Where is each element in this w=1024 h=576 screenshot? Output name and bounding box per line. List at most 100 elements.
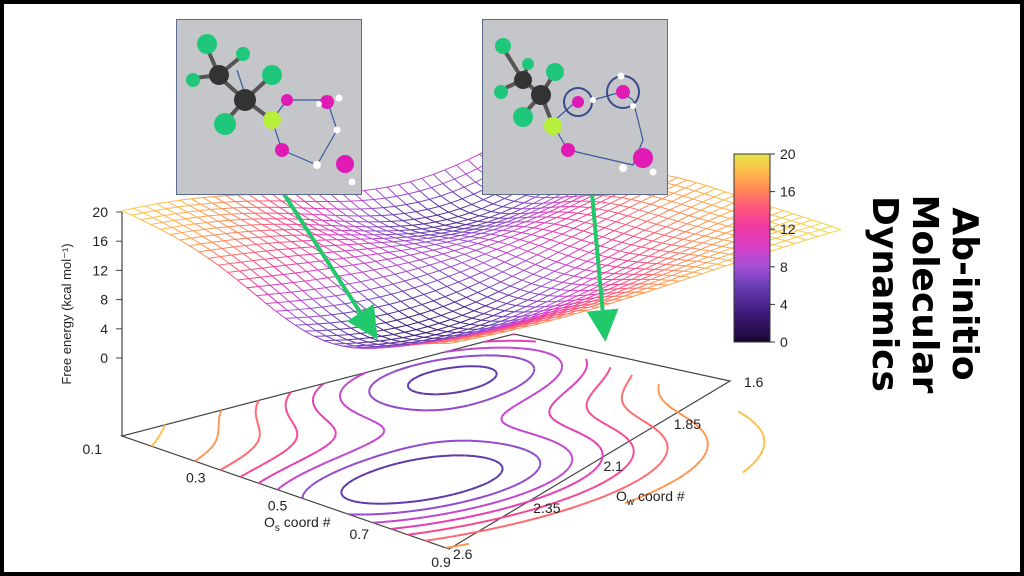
mesh-line — [577, 294, 588, 297]
contour-segment — [369, 439, 376, 444]
mesh-line — [331, 257, 344, 261]
contour-segment — [288, 391, 292, 396]
contour-segment — [573, 429, 580, 434]
slide-title-line-1: Ab-initio Molecular — [904, 194, 985, 394]
contour-segment — [589, 392, 593, 397]
contour-segment — [478, 365, 484, 368]
contour-segment — [382, 520, 391, 524]
contour-segment — [339, 388, 343, 393]
contour-segment — [347, 464, 351, 468]
mesh-line — [506, 247, 519, 254]
mesh-line — [571, 301, 584, 307]
mesh-line — [788, 227, 799, 231]
contour-segment — [431, 529, 441, 533]
contour-segment — [528, 474, 534, 479]
contour-segment — [407, 380, 412, 386]
mesh-line — [633, 229, 646, 237]
mesh-line — [392, 241, 403, 246]
mesh-line — [475, 296, 488, 303]
contour-segment — [492, 526, 501, 530]
mesh-line — [508, 239, 521, 246]
mesh-line — [687, 255, 699, 261]
mesh-line — [383, 205, 395, 209]
x-axis-ticks: 0.10.30.50.70.9 — [83, 441, 451, 570]
contour-segment — [665, 402, 670, 407]
mesh-line — [696, 260, 707, 264]
mesh-line — [602, 295, 615, 301]
contour-segment — [558, 370, 562, 375]
contour-segment — [610, 475, 615, 480]
mesh-line — [525, 260, 536, 265]
oxygen-atom — [320, 95, 334, 109]
contour-segment — [322, 416, 327, 421]
mesh-line — [579, 200, 592, 208]
mesh-line — [642, 268, 655, 275]
contour-segment — [475, 455, 481, 458]
colorbar-tick-label: 4 — [780, 296, 788, 312]
mesh-line — [602, 273, 615, 280]
mesh-line — [629, 206, 640, 211]
contour-segment — [550, 353, 555, 357]
mesh-line — [650, 248, 661, 251]
contour-segment — [522, 500, 530, 505]
base-plane — [119, 333, 732, 550]
mesh-line — [554, 218, 567, 225]
contour-segment — [239, 473, 246, 478]
mesh-line — [631, 198, 642, 203]
contour-segment — [591, 439, 596, 443]
mesh-line — [575, 294, 588, 301]
mesh-line — [458, 323, 471, 329]
mesh-line — [265, 212, 277, 220]
contour-segment — [378, 434, 383, 439]
contour-segment — [491, 517, 499, 522]
mesh-line — [671, 200, 682, 205]
mesh-line — [810, 226, 821, 231]
mesh-line — [627, 215, 638, 220]
contour-segment — [394, 448, 402, 452]
mesh-line — [675, 184, 686, 189]
mesh-line — [689, 253, 699, 257]
mesh-line — [335, 244, 347, 246]
mesh-line — [435, 285, 448, 292]
mesh-line — [561, 227, 574, 235]
contour-segment — [354, 374, 361, 379]
mesh-line — [529, 322, 542, 327]
hydrogen-atom — [617, 72, 625, 80]
mesh-line — [790, 216, 803, 222]
mesh-line — [552, 196, 565, 204]
mesh-line — [331, 259, 342, 268]
mesh-line — [431, 256, 442, 263]
mesh-line — [579, 242, 592, 250]
contour-segment — [575, 478, 582, 484]
contour-segment — [628, 440, 632, 443]
contour-segment — [325, 460, 330, 464]
mesh-line — [369, 286, 382, 290]
mesh-line — [569, 245, 580, 250]
contour-segment — [601, 455, 604, 460]
mesh-line — [717, 257, 728, 261]
mesh-line — [437, 329, 448, 333]
mesh-line — [487, 245, 498, 250]
mesh-line — [196, 216, 207, 223]
mesh-line — [490, 316, 503, 322]
contour-segment — [462, 507, 471, 512]
mesh-line — [525, 300, 538, 308]
mesh-line — [248, 194, 259, 202]
contour-segment — [256, 439, 260, 444]
mesh-line — [506, 328, 519, 332]
contour-segment — [446, 439, 457, 443]
mesh-line — [181, 230, 194, 234]
contour-segment — [355, 446, 362, 451]
mesh-line — [529, 313, 542, 319]
contour-segment — [557, 488, 563, 492]
mesh-line — [517, 317, 530, 323]
z-tick-label: 20 — [92, 204, 108, 220]
mesh-line — [787, 233, 797, 238]
mesh-line — [208, 257, 219, 266]
mesh-line — [415, 277, 427, 285]
mesh-line — [460, 271, 471, 278]
mesh-line — [440, 257, 453, 263]
contour-segment — [495, 476, 498, 479]
mesh-line — [346, 244, 357, 251]
contour-segment — [567, 467, 570, 470]
